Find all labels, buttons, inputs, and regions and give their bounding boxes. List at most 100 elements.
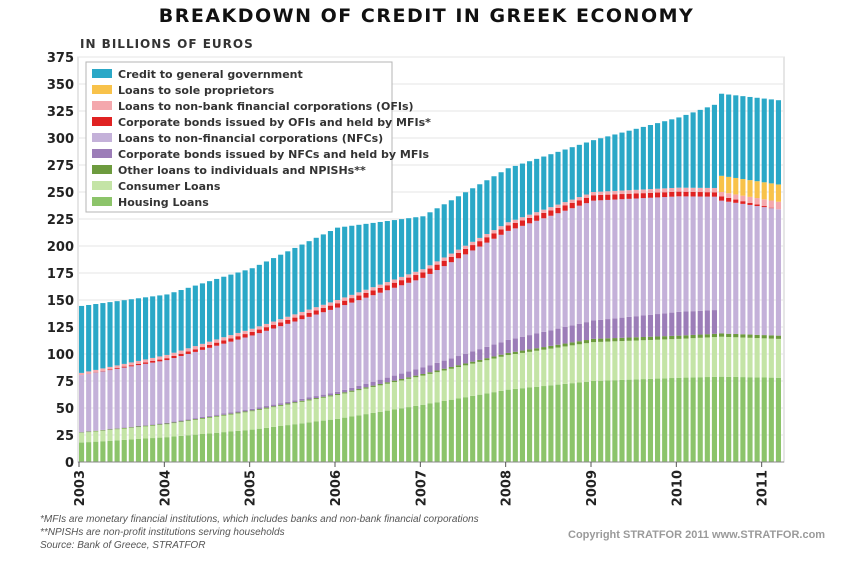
bar-segment — [555, 384, 561, 462]
bar-segment — [683, 377, 689, 462]
y-tick-label: 350 — [47, 78, 74, 93]
y-tick-label: 0 — [65, 456, 74, 471]
bar-segment — [420, 367, 426, 374]
bar-segment — [377, 411, 383, 462]
bar-segment — [598, 341, 604, 381]
bar-segment — [306, 309, 312, 313]
bar-segment — [775, 209, 782, 336]
bar-segment — [349, 390, 355, 392]
bar-segment — [434, 264, 440, 271]
bar-segment — [391, 279, 398, 283]
bar-segment — [761, 338, 767, 378]
bar-segment — [335, 303, 341, 308]
bar-segment — [199, 343, 206, 348]
bar-segment — [363, 223, 369, 290]
bar-segment — [768, 99, 774, 184]
bar-segment — [669, 339, 675, 379]
bar-segment — [249, 411, 255, 430]
bar-segment — [342, 417, 348, 462]
bar-segment — [143, 438, 149, 462]
bar-segment — [406, 377, 412, 379]
bar-segment — [199, 347, 206, 350]
bar-segment — [491, 238, 497, 345]
bar-segment — [249, 408, 255, 411]
bar-segment — [114, 301, 120, 366]
bar-segment — [647, 189, 654, 193]
bar-segment — [263, 407, 270, 409]
bar-segment — [299, 319, 305, 399]
bar-segment — [363, 297, 369, 384]
bar-segment — [413, 405, 419, 462]
bar-segment — [171, 352, 177, 356]
bar-segment — [135, 438, 142, 462]
bar-segment — [768, 338, 774, 378]
bar-segment — [271, 406, 277, 408]
bar-segment — [278, 319, 284, 323]
legend-swatch — [92, 197, 112, 206]
bar-segment — [128, 362, 134, 366]
bar-segment — [484, 360, 490, 394]
bar-segment — [583, 197, 590, 204]
bar-segment — [363, 387, 369, 389]
bar-segment — [662, 336, 668, 340]
bar-segment — [313, 399, 319, 422]
bar-segment — [683, 114, 689, 188]
bar-segment — [335, 307, 341, 392]
bar-segment — [185, 419, 191, 421]
bar-segment — [171, 358, 177, 422]
bar-segment — [377, 292, 383, 380]
bar-segment — [157, 361, 163, 424]
bar-segment — [555, 328, 561, 345]
bar-segment — [448, 368, 454, 400]
bar-segment — [583, 343, 590, 382]
bar-segment — [719, 200, 725, 334]
bar-segment — [647, 125, 654, 190]
bar-segment — [676, 187, 682, 192]
bar-segment — [413, 217, 419, 272]
bar-segment — [185, 287, 191, 349]
bar-segment — [726, 94, 732, 177]
bar-segment — [719, 333, 725, 337]
bar-segment — [740, 334, 746, 338]
bar-segment — [171, 423, 177, 437]
bar-segment — [512, 222, 518, 229]
bar-segment — [427, 373, 433, 404]
bar-segment — [313, 398, 319, 400]
bar-segment — [306, 241, 312, 310]
bar-segment — [640, 126, 646, 190]
bar-segment — [591, 381, 597, 462]
bar-segment — [199, 349, 206, 417]
bar-segment — [349, 302, 355, 388]
bar-segment — [107, 429, 113, 430]
bar-segment — [519, 225, 526, 337]
bar-segment — [93, 431, 99, 442]
y-tick-label: 125 — [47, 321, 74, 336]
y-tick-label: 250 — [47, 186, 74, 201]
bar-segment — [704, 337, 710, 378]
bar-segment — [406, 282, 412, 372]
bar-segment — [626, 130, 632, 191]
footnote-mfis: *MFIs are monetary financial institution… — [40, 514, 479, 525]
bar-segment — [114, 365, 120, 369]
bar-segment — [505, 222, 511, 226]
bar-segment — [207, 417, 213, 434]
bar-segment — [406, 371, 412, 378]
bar-segment — [576, 382, 582, 462]
bar-segment — [384, 383, 390, 411]
bar-segment — [576, 144, 582, 198]
bar-segment — [185, 353, 191, 420]
bar-segment — [605, 341, 611, 381]
bar-segment — [519, 352, 526, 389]
bar-segment — [256, 326, 262, 330]
bar-segment — [143, 297, 149, 360]
bar-segment — [292, 321, 298, 401]
source-note: Source: Bank of Greece, STRATFOR — [40, 540, 206, 551]
bar-segment — [320, 396, 326, 398]
bar-segment — [655, 123, 661, 189]
bar-segment — [292, 314, 298, 318]
legend-entry: Housing Loans — [118, 196, 209, 209]
bar-segment — [363, 414, 369, 462]
bar-segment — [320, 394, 326, 397]
bar-segment — [519, 336, 526, 351]
legend-entry: Credit to general government — [118, 68, 303, 81]
